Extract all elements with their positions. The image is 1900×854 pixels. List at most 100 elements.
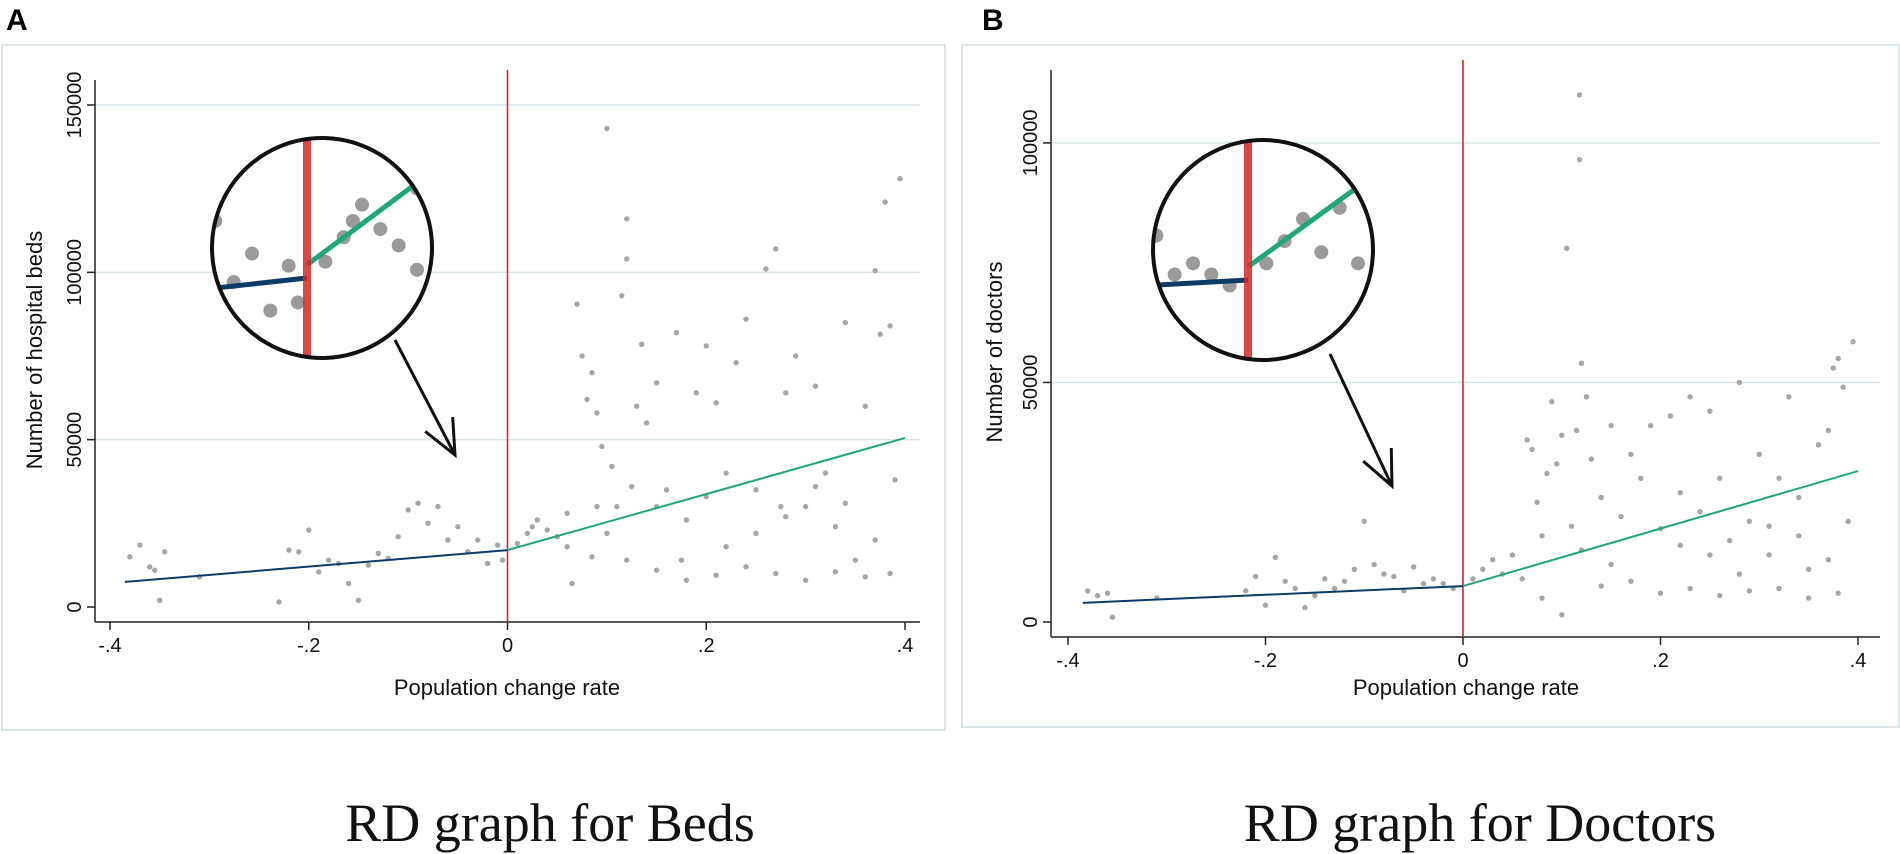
y-axis-title: Number of doctors <box>982 262 1007 443</box>
data-point <box>723 470 729 476</box>
data-point <box>584 396 590 403</box>
data-point <box>723 544 729 550</box>
data-point <box>1638 475 1644 481</box>
data-point <box>802 503 809 510</box>
data-point <box>678 557 685 563</box>
magnifier-background <box>1153 140 1373 360</box>
data-point <box>1583 394 1590 400</box>
right-fit-line <box>507 437 906 552</box>
left-fit-line <box>1082 585 1464 604</box>
data-point <box>325 557 332 563</box>
data-point <box>499 557 506 563</box>
data-point <box>1746 588 1753 594</box>
zoomed-point <box>1131 284 1145 298</box>
data-point <box>1796 494 1802 501</box>
x-tick-label: .2 <box>1652 650 1669 672</box>
data-point <box>589 370 595 376</box>
data-point <box>594 503 600 510</box>
data-point <box>1766 523 1772 529</box>
data-point <box>1815 442 1822 448</box>
zoomed-point <box>281 258 296 273</box>
data-point <box>1805 566 1812 572</box>
data-point <box>1104 590 1111 596</box>
caption-beds: RD graph for Beds <box>345 793 755 853</box>
data-point <box>161 549 168 555</box>
data-point <box>1391 573 1397 580</box>
data-point <box>1351 566 1358 572</box>
x-axis-title: Population change rate <box>1353 675 1579 700</box>
zoomed-cutoff <box>1244 140 1252 360</box>
data-point <box>1440 580 1446 587</box>
data-point <box>872 267 878 274</box>
data-point <box>1109 614 1116 620</box>
data-point <box>1381 571 1387 577</box>
magnifier-ring <box>210 136 434 360</box>
y-tick-label: 0 <box>1020 616 1042 627</box>
zoomed-point <box>1186 256 1200 271</box>
zoomed-left-fit <box>212 275 308 297</box>
data-point <box>1588 456 1595 462</box>
data-point <box>1480 566 1486 572</box>
zoomed-point <box>355 197 369 212</box>
data-point <box>1825 427 1832 434</box>
data-point <box>832 523 839 530</box>
data-point <box>753 530 759 537</box>
data-point <box>1796 533 1802 539</box>
data-point <box>783 390 789 396</box>
data-point <box>1835 590 1841 596</box>
data-point <box>1539 595 1545 601</box>
data-point <box>743 564 749 570</box>
data-point <box>1470 576 1476 582</box>
right-fit-line <box>1462 470 1859 588</box>
data-point <box>345 580 352 587</box>
zoomed-point <box>391 238 406 253</box>
data-point <box>1746 518 1753 525</box>
zoomed-point <box>245 246 259 261</box>
data-point <box>624 256 630 262</box>
data-point <box>1598 494 1604 501</box>
data-point <box>494 542 501 548</box>
zoomed-point <box>1379 79 1393 93</box>
data-point <box>1786 394 1792 400</box>
data-point <box>753 487 759 493</box>
y-tick-label: 50000 <box>1020 355 1042 411</box>
data-point <box>1559 612 1565 618</box>
data-point <box>579 353 585 359</box>
zoomed-point <box>345 213 360 228</box>
data-point <box>733 359 739 366</box>
data-point <box>1302 604 1308 611</box>
panel-b-frame <box>961 44 1900 728</box>
data-point <box>629 483 635 490</box>
data-point <box>852 557 859 563</box>
data-point <box>1568 523 1575 529</box>
data-point <box>897 175 903 182</box>
data-point <box>624 216 630 222</box>
data-point <box>445 537 451 543</box>
data-point <box>1085 588 1091 594</box>
data-point <box>375 550 382 557</box>
data-point <box>355 597 362 604</box>
x-tick-label: 0 <box>1457 650 1468 672</box>
data-point <box>802 577 809 583</box>
data-point <box>673 329 680 336</box>
x-tick-label: -.4 <box>1056 650 1079 672</box>
panel-a-letter: A <box>6 4 28 37</box>
data-point <box>1830 365 1837 371</box>
data-point <box>1707 552 1713 558</box>
zoomed-point <box>1153 228 1164 243</box>
data-point <box>1331 585 1338 592</box>
zoomed-point <box>1314 245 1329 260</box>
zoomed-left-fit <box>1153 277 1249 291</box>
data-point <box>643 420 650 426</box>
data-point <box>693 390 700 396</box>
data-point <box>137 542 143 548</box>
data-point <box>624 557 630 563</box>
zoomed-point <box>410 262 424 277</box>
data-point <box>1524 437 1530 443</box>
data-point <box>286 547 292 553</box>
data-point <box>1845 518 1851 525</box>
data-point <box>1576 92 1583 98</box>
x-axis-title: Population change rate <box>394 675 620 700</box>
data-point <box>778 503 784 510</box>
